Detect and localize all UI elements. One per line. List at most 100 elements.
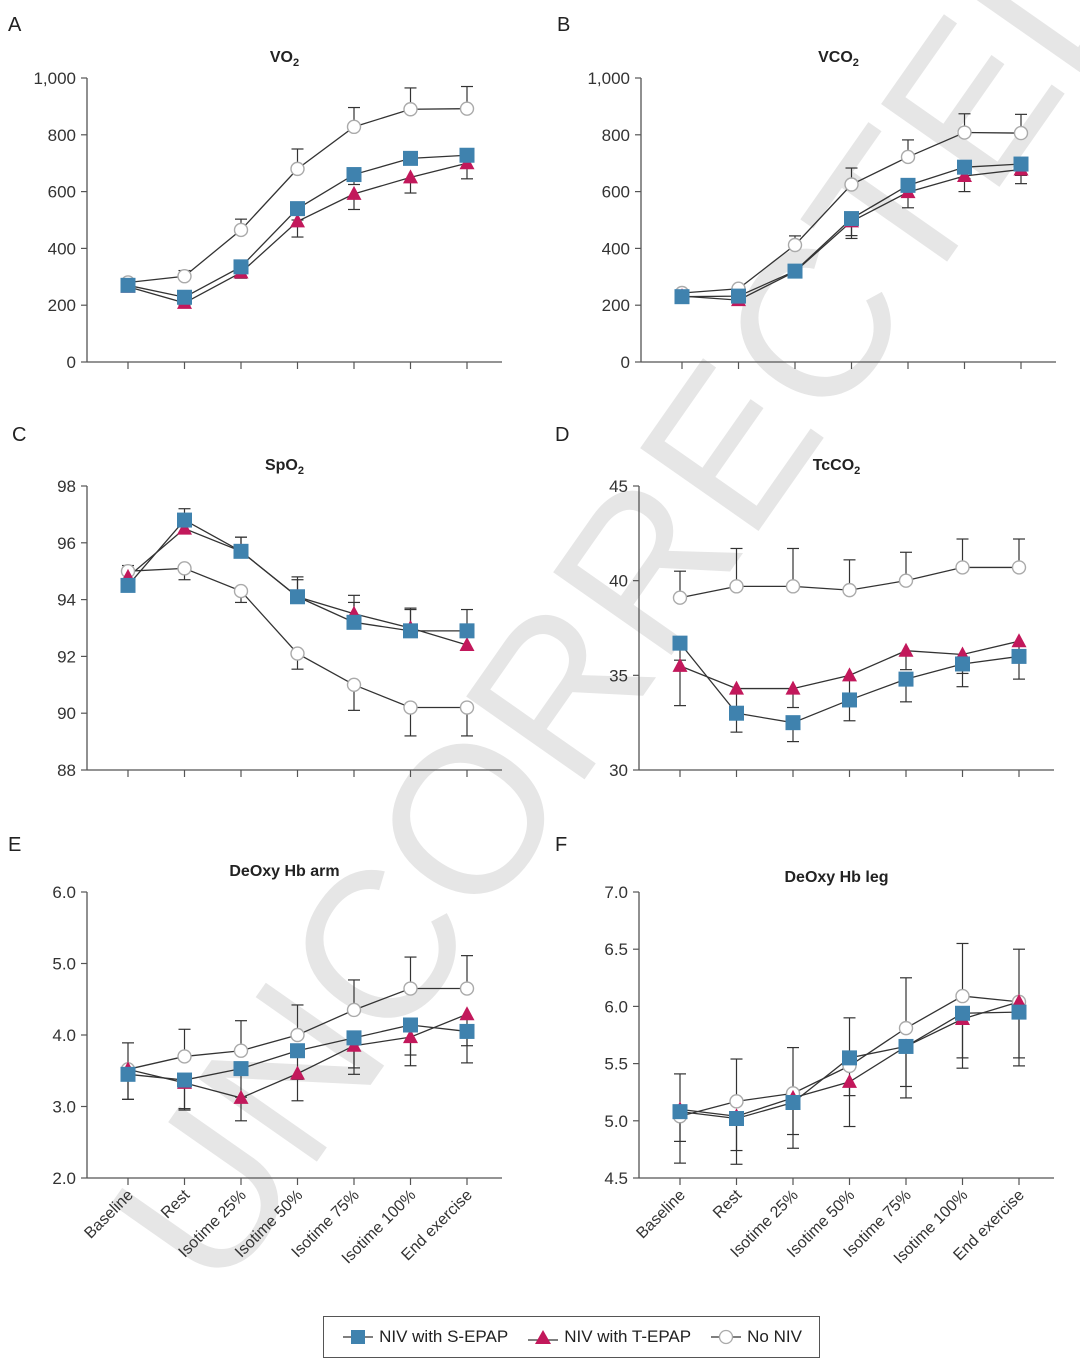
y-tick-label: 5.0 xyxy=(604,1112,628,1131)
point-s-epap xyxy=(177,512,192,528)
point-no-niv xyxy=(290,1027,305,1043)
point-no-niv xyxy=(787,237,803,253)
chart-title: TcCO2 xyxy=(813,457,861,477)
chart-c: SpO2 88 90 92 94 96 98 xyxy=(57,457,502,780)
chart-title: DeOxy Hb leg xyxy=(784,869,888,886)
point-t-epap xyxy=(177,520,192,535)
point-no-niv xyxy=(842,582,857,598)
point-no-niv xyxy=(955,988,970,1004)
error-bar xyxy=(674,665,686,707)
error-bar xyxy=(1013,948,1025,1002)
point-t-epap xyxy=(233,1089,249,1104)
point-s-epap xyxy=(120,277,136,293)
y-tick-label: 1,000 xyxy=(587,69,630,88)
y-tick-label: 2.0 xyxy=(52,1169,76,1188)
panel-a: A VO2 0 200 400 600 800 1,000 xyxy=(0,0,540,410)
point-s-epap xyxy=(233,1061,249,1077)
y-tick-label: 200 xyxy=(602,296,630,315)
point-s-epap xyxy=(290,201,305,217)
point-s-epap xyxy=(459,623,475,639)
panel-e: E DeOxy Hb arm 2.0 3.0 4.0 5.0 6.0 Baseline Rest… xyxy=(0,820,540,1267)
point-no-niv xyxy=(403,102,418,117)
point-s-epap xyxy=(957,159,972,175)
point-no-niv xyxy=(729,1094,744,1109)
point-t-epap xyxy=(459,637,475,652)
panel-letter: E xyxy=(8,834,22,856)
point-t-epap xyxy=(459,1006,475,1021)
y-tick-label: 5.0 xyxy=(52,955,76,974)
point-no-niv xyxy=(1011,560,1027,575)
y-tick-label: 6.5 xyxy=(604,940,628,959)
series-line-s-epap xyxy=(127,519,467,632)
panel-f: F DeOxy Hb leg 4.5 5.0 5.5 6.0 6.5 7.0 Baseline R… xyxy=(540,820,1080,1267)
chart-d: TcCO2 30 35 40 45 xyxy=(609,457,1054,780)
legend-item-no-niv: No NIV xyxy=(709,1327,802,1347)
point-s-epap xyxy=(290,1043,305,1059)
y-tick-label: 5.5 xyxy=(604,1055,628,1074)
y-tick-label: 800 xyxy=(48,126,76,145)
panel-c: C SpO2 88 90 92 94 96 98 xyxy=(0,410,540,820)
legend-label: NIV with S-EPAP xyxy=(379,1327,509,1346)
point-s-epap xyxy=(898,671,914,687)
point-s-epap xyxy=(729,705,744,721)
error-bar xyxy=(787,1102,799,1149)
point-s-epap xyxy=(729,1111,744,1127)
point-s-epap xyxy=(1011,1004,1027,1020)
point-t-epap xyxy=(290,213,305,228)
y-tick-label: 94 xyxy=(57,591,76,610)
point-s-epap xyxy=(785,1094,801,1110)
y-tick-label: 6.0 xyxy=(604,997,628,1016)
x-tick-label: Rest xyxy=(158,1186,194,1222)
error-bar xyxy=(787,1046,799,1094)
point-no-niv xyxy=(177,269,192,284)
legend: NIV with S-EPAP NIV with T-EPAP No NIV xyxy=(323,1316,820,1358)
point-no-niv xyxy=(844,177,859,192)
panel-d: D TcCO2 30 35 40 45 xyxy=(540,410,1080,820)
point-s-epap xyxy=(785,715,801,731)
y-tick-label: 200 xyxy=(48,296,76,315)
y-tick-label: 1,000 xyxy=(33,69,76,88)
point-t-epap xyxy=(957,167,972,182)
x-tick-label: Rest xyxy=(710,1186,746,1222)
point-s-epap xyxy=(955,656,970,672)
y-tick-label: 7.0 xyxy=(604,883,628,902)
panel-letter: C xyxy=(12,424,27,446)
point-s-epap xyxy=(177,1072,192,1088)
point-no-niv xyxy=(729,579,744,594)
y-tick-label: 800 xyxy=(602,126,630,145)
point-s-epap xyxy=(955,1005,970,1021)
error-bar xyxy=(1013,1012,1025,1067)
y-tick-label: 400 xyxy=(48,239,76,258)
point-no-niv xyxy=(177,1049,192,1064)
point-s-epap xyxy=(1011,648,1027,664)
point-t-epap xyxy=(403,169,418,184)
chart-title: DeOxy Hb arm xyxy=(229,863,339,880)
error-bar xyxy=(956,942,969,997)
point-s-epap xyxy=(672,635,688,651)
chart-f: DeOxy Hb leg 4.5 5.0 5.5 6.0 6.5 7.0 Baseline Re… xyxy=(604,869,1054,1267)
point-no-niv xyxy=(233,222,249,238)
point-s-epap xyxy=(898,1038,914,1054)
point-no-niv xyxy=(346,1002,362,1018)
point-no-niv xyxy=(290,161,305,177)
y-tick-label: 600 xyxy=(602,183,630,202)
series-line-no-niv xyxy=(127,108,468,284)
point-t-epap xyxy=(1011,633,1027,648)
point-no-niv xyxy=(900,149,916,165)
chart-title: VCO2 xyxy=(818,49,859,69)
y-tick-label: 88 xyxy=(57,761,76,780)
point-s-epap xyxy=(844,211,859,227)
y-tick-label: 600 xyxy=(48,183,76,202)
panel-letter: A xyxy=(8,14,22,36)
point-s-epap xyxy=(459,147,475,163)
point-no-niv xyxy=(459,700,475,715)
point-no-niv xyxy=(672,590,688,605)
point-no-niv xyxy=(403,700,418,715)
point-no-niv xyxy=(459,101,475,116)
y-tick-label: 98 xyxy=(57,477,76,496)
point-no-niv xyxy=(233,1043,249,1058)
error-bar xyxy=(730,1118,743,1165)
y-tick-label: 4.0 xyxy=(52,1026,76,1045)
y-tick-label: 0 xyxy=(621,353,630,372)
